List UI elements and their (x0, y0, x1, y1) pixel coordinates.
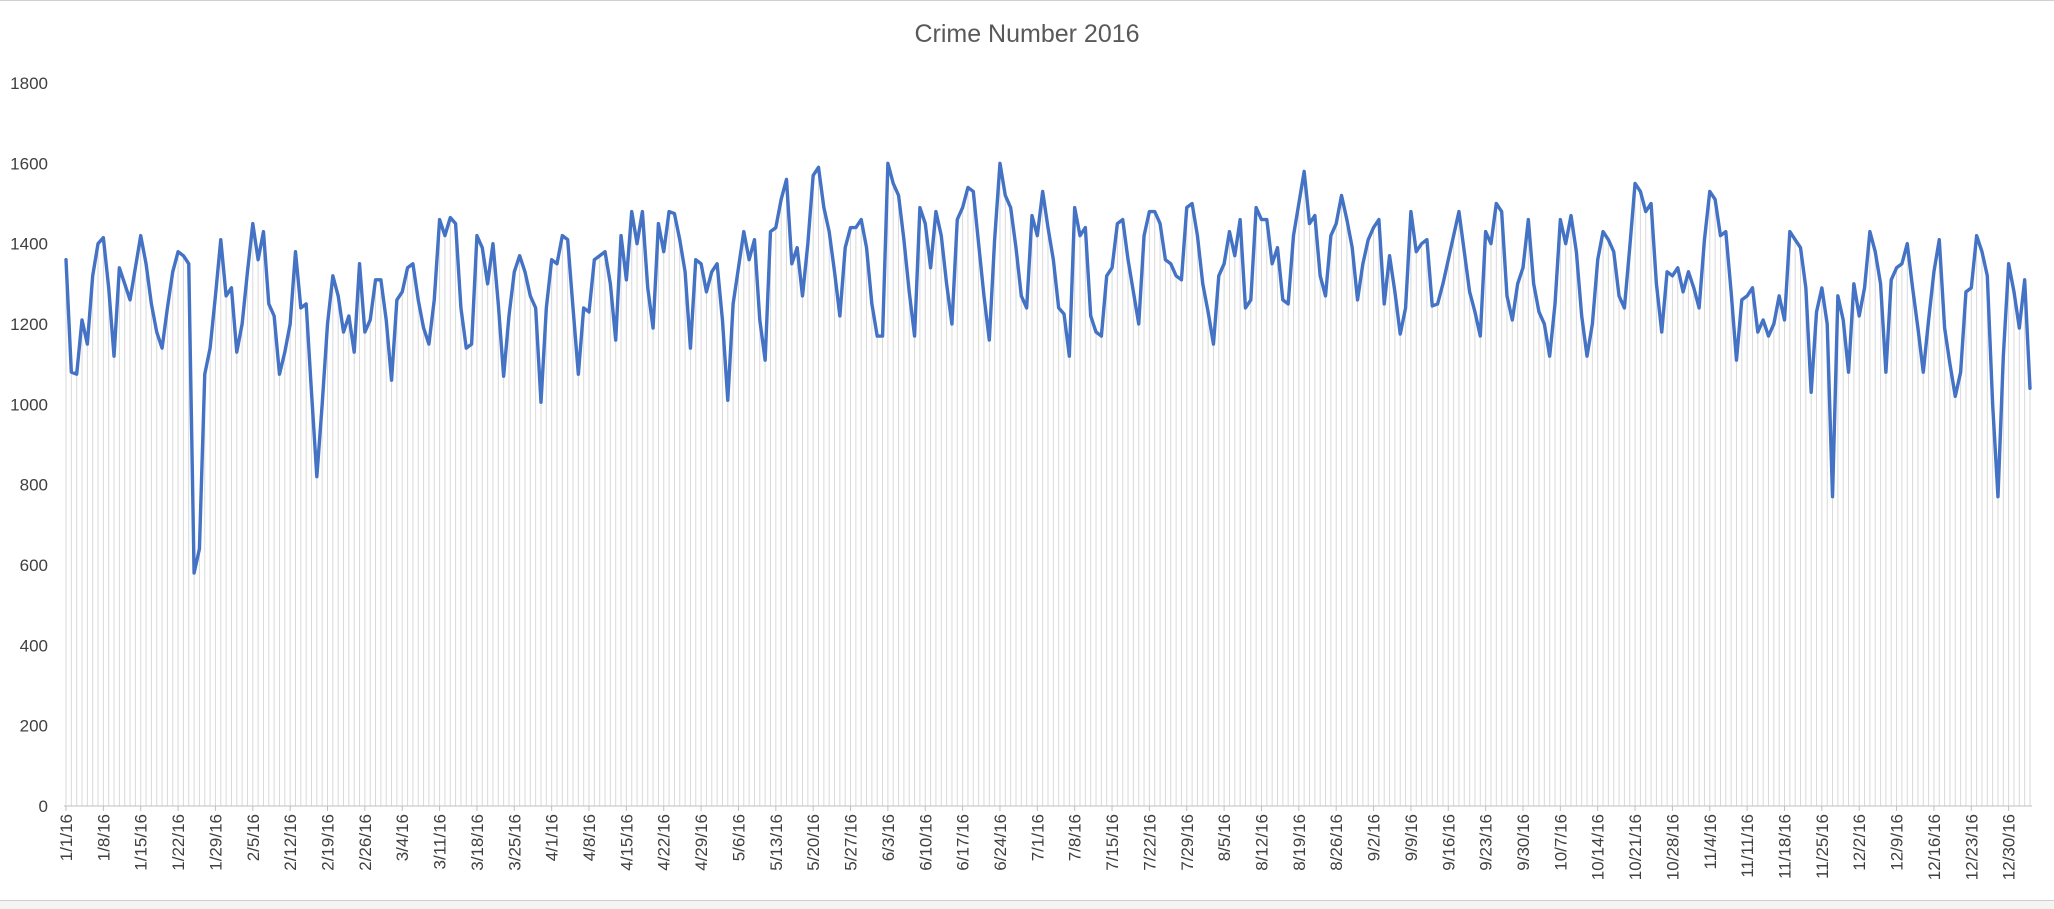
y-tick-label: 1000 (10, 395, 48, 414)
x-tick-label: 6/10/16 (916, 814, 935, 871)
x-tick-label: 2/26/16 (356, 814, 375, 871)
x-tick-label: 12/30/16 (2000, 814, 2019, 880)
bottom-strip (0, 900, 2054, 909)
x-tick-label: 12/23/16 (1962, 814, 1981, 880)
x-tick-label: 10/28/16 (1663, 814, 1682, 880)
x-tick-label: 1/8/16 (94, 814, 113, 861)
x-tick-label: 4/1/16 (543, 814, 562, 861)
x-tick-label: 7/8/16 (1066, 814, 1085, 861)
y-tick-label: 1400 (10, 235, 48, 254)
x-tick-label: 7/29/16 (1178, 814, 1197, 871)
x-tick-label: 9/30/16 (1514, 814, 1533, 871)
x-axis: 1/1/16 1/8/16 1/15/16 1/22/16 1/29/16 2/5/16 2… (57, 806, 2019, 880)
x-tick-label: 9/2/16 (1365, 814, 1384, 861)
x-tick-label: 9/9/16 (1402, 814, 1421, 861)
x-tick-label: 3/18/16 (468, 814, 487, 871)
x-tick-label: 2/19/16 (319, 814, 338, 871)
x-tick-label: 5/27/16 (842, 814, 861, 871)
x-tick-label: 1/29/16 (206, 814, 225, 871)
y-tick-label: 0 (39, 797, 48, 816)
x-tick-label: 8/12/16 (1252, 814, 1271, 871)
x-tick-label: 8/19/16 (1290, 814, 1309, 871)
x-tick-label: 2/5/16 (244, 814, 263, 861)
series-layer (64, 161, 2032, 575)
y-tick-label: 200 (20, 717, 48, 736)
top-border (0, 0, 2054, 1)
x-tick-label: 11/25/16 (1813, 814, 1832, 879)
y-tick-label: 400 (20, 636, 48, 655)
x-tick-label: 1/15/16 (132, 814, 151, 871)
y-tick-label: 600 (20, 556, 48, 575)
x-tick-label: 6/3/16 (879, 814, 898, 861)
x-tick-label: 12/9/16 (1888, 814, 1907, 871)
x-tick-label: 3/11/16 (431, 814, 450, 869)
y-tick-label: 800 (20, 476, 48, 495)
x-tick-label: 5/20/16 (804, 814, 823, 871)
x-tick-label: 12/16/16 (1925, 814, 1944, 880)
x-tick-label: 11/4/16 (1701, 814, 1720, 869)
x-tick-label: 3/4/16 (393, 814, 412, 861)
x-tick-label: 11/18/16 (1776, 814, 1795, 879)
chart-title: Crime Number 2016 (914, 20, 1140, 48)
x-tick-label: 3/25/16 (505, 814, 524, 871)
x-tick-label: 11/11/16 (1738, 814, 1757, 878)
y-tick-label: 1800 (10, 74, 48, 93)
x-tick-label: 6/17/16 (954, 814, 973, 871)
y-tick-label: 1600 (10, 154, 48, 173)
x-tick-label: 4/29/16 (692, 814, 711, 871)
x-tick-label: 12/2/16 (1850, 814, 1869, 871)
x-tick-label: 4/15/16 (617, 814, 636, 871)
x-tick-label: 4/8/16 (580, 814, 599, 861)
x-tick-label: 5/6/16 (729, 814, 748, 861)
x-tick-label: 6/24/16 (991, 814, 1010, 871)
y-tick-label: 1200 (10, 315, 48, 334)
x-tick-label: 10/21/16 (1626, 814, 1645, 880)
x-tick-label: 9/16/16 (1439, 814, 1458, 871)
x-tick-label: 7/1/16 (1028, 814, 1047, 861)
x-tick-label: 9/23/16 (1477, 814, 1496, 871)
series-line (64, 161, 2032, 575)
x-tick-label: 5/13/16 (767, 814, 786, 871)
x-tick-label: 1/1/16 (57, 814, 76, 861)
x-tick-label: 4/22/16 (655, 814, 674, 871)
x-tick-label: 7/22/16 (1140, 814, 1159, 871)
x-tick-label: 8/5/16 (1215, 814, 1234, 861)
x-tick-label: 2/12/16 (281, 814, 300, 871)
day-gridlines (65, 163, 2031, 806)
x-tick-label: 10/7/16 (1551, 814, 1570, 871)
x-tick-label: 7/15/16 (1103, 814, 1122, 871)
x-tick-label: 8/26/16 (1327, 814, 1346, 871)
x-tick-label: 1/22/16 (169, 814, 188, 871)
y-axis: 0 200 400 600 800 1000 1200 1400 1600 1800 (10, 74, 48, 816)
x-tick-label: 10/14/16 (1589, 814, 1608, 880)
